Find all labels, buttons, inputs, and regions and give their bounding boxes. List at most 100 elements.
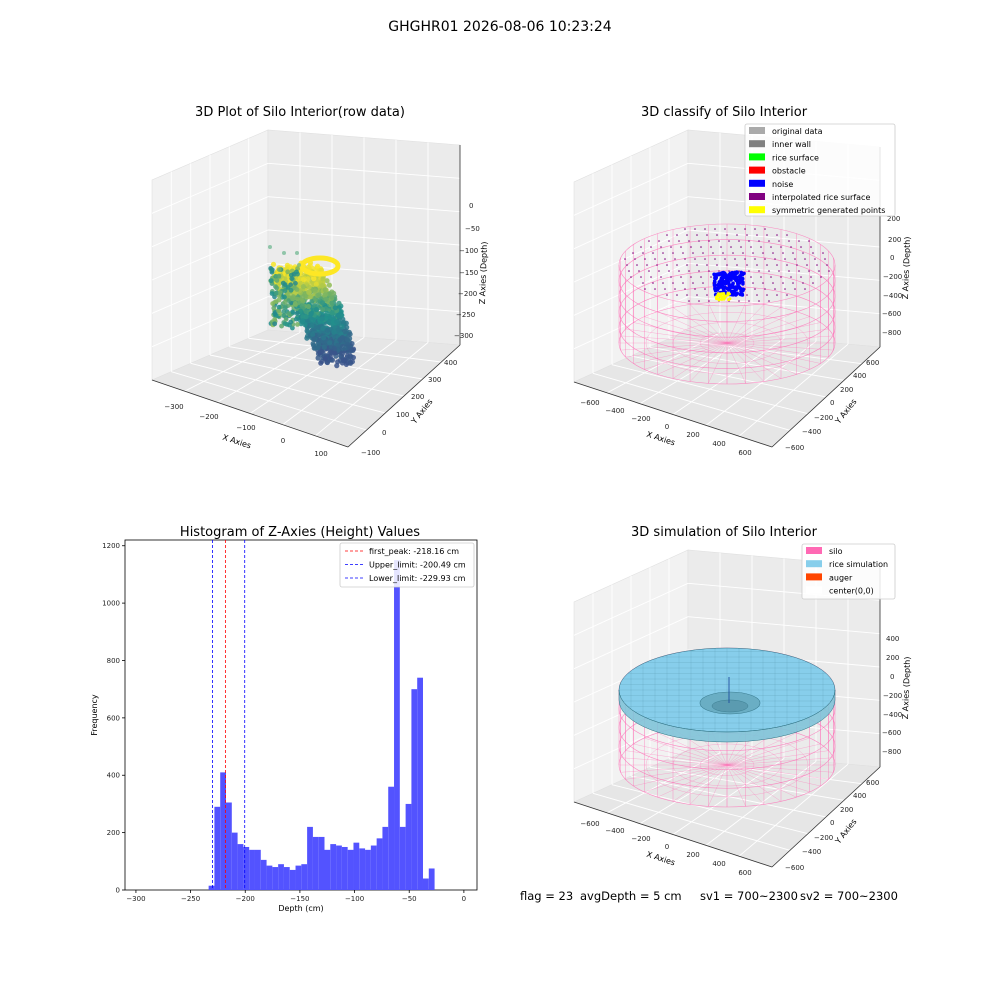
interpolated-surface-dot (756, 294, 758, 296)
histogram-x-tick-label: −300 (126, 895, 145, 903)
classify-y-tick: −600 (785, 444, 804, 452)
raw-z-tick: −250 (456, 311, 475, 319)
point-cloud-dot (313, 281, 319, 287)
interpolated-surface-dot (680, 276, 682, 278)
histogram-x-tick-label: −50 (402, 895, 417, 903)
simulation-z-tick: −400 (883, 711, 902, 719)
interpolated-surface-dot (802, 252, 804, 254)
interpolated-surface-dot (706, 264, 708, 266)
symmetric-point (722, 297, 726, 301)
classify-y-ticks: −600 −400 −200 0 200 400 600 (785, 359, 879, 452)
interpolated-surface-dot (692, 282, 694, 284)
point-cloud-dot (318, 360, 324, 366)
raw-y-tick: −100 (361, 449, 380, 457)
interpolated-surface-dot (808, 270, 810, 272)
interpolated-surface-dot (682, 252, 684, 254)
interpolated-surface-dot (686, 294, 688, 296)
raw-y-axis-line (347, 344, 461, 448)
simulation-x-tick: 600 (738, 869, 751, 877)
histogram-bar (336, 845, 342, 890)
point-cloud-dot (335, 342, 341, 348)
histogram-y-tick-label: 600 (107, 714, 120, 722)
point-cloud-dot (319, 316, 325, 322)
interpolated-surface-dot (630, 276, 632, 278)
noise-point (739, 292, 744, 296)
interpolated-surface-dot (772, 282, 774, 284)
histogram-bar (394, 560, 400, 890)
interpolated-surface-dot (664, 288, 666, 290)
legend-label: rice surface (772, 153, 819, 162)
noise-point (724, 275, 728, 280)
interpolated-surface-dot (816, 264, 818, 266)
interpolated-surface-dot (642, 252, 644, 254)
noise-point (713, 287, 717, 291)
classify-z-tick: −200 (883, 273, 902, 281)
simulation-z-tick: 200 (886, 654, 899, 662)
point-cloud-dot (294, 310, 300, 316)
point-cloud-dot (312, 288, 318, 294)
interpolated-surface-dot (696, 264, 698, 266)
interpolated-surface-dot (802, 282, 804, 284)
classify-z-tick: 200 (888, 236, 901, 244)
point-cloud-dot (306, 289, 312, 295)
simulation-x-axis-line (573, 801, 773, 868)
classify-y-tick: 200 (840, 386, 853, 394)
interpolated-surface-dot (776, 264, 778, 266)
histogram-bar (382, 826, 389, 890)
interpolated-surface-dot (776, 294, 778, 296)
point-cloud-dot (295, 296, 300, 302)
point-cloud-dot (277, 290, 283, 296)
point-cloud-dot (274, 285, 279, 291)
interpolated-surface-dot (784, 258, 786, 260)
histogram-vlines (212, 540, 246, 890)
interpolated-surface-dot (650, 276, 652, 278)
interpolated-surface-dot (662, 252, 664, 254)
point-cloud-dot (302, 322, 308, 328)
raw-x-tick: −300 (164, 403, 183, 411)
histogram-bar (388, 786, 395, 890)
point-cloud-dot (276, 308, 281, 314)
subplot-classify-title: 3D classify of Silo Interior (641, 105, 808, 120)
interpolated-surface-dot (724, 258, 726, 260)
interpolated-surface-dot (674, 258, 676, 260)
interpolated-surface-dot (694, 288, 696, 290)
interpolated-surface-dot (812, 252, 814, 254)
legend-swatch (749, 153, 765, 161)
legend-label: inner wall (772, 140, 811, 149)
interpolated-surface-dot (642, 282, 644, 284)
histogram-bar (295, 865, 302, 890)
point-cloud-dot (269, 291, 275, 296)
footer-sv1: sv1 = 700~2300 (700, 889, 798, 903)
symmetric-point (717, 298, 721, 301)
interpolated-surface-dot (648, 270, 650, 272)
interpolated-surface-dot (758, 300, 760, 302)
symmetric-point (717, 292, 721, 296)
interpolated-surface-dot (704, 228, 706, 230)
point-cloud-dot (271, 305, 277, 311)
point-cloud-dot (331, 329, 337, 335)
simulation-y-tick: 400 (853, 792, 866, 800)
legend-label: obstacle (772, 167, 806, 176)
interpolated-surface-dot (750, 246, 752, 248)
interpolated-surface-dot (784, 288, 786, 290)
interpolated-surface-dot (786, 234, 788, 236)
classify-grid-line (738, 343, 849, 437)
interpolated-surface-dot (810, 276, 812, 278)
point-cloud-dot (270, 301, 276, 306)
raw-x-axis-line (151, 379, 349, 448)
classify-z-axis-label: Z Axies (Depth) (901, 236, 912, 299)
histogram-y-tick-label: 1200 (102, 542, 120, 550)
simulation-z-tick: −600 (882, 729, 901, 737)
interpolated-surface-dot (788, 240, 790, 242)
classify-z-tick: −600 (882, 310, 901, 318)
interpolated-surface-dot (686, 264, 688, 266)
point-cloud-dot (322, 287, 328, 293)
interpolated-surface-dot (708, 240, 710, 242)
point-cloud-dot (323, 296, 329, 302)
simulation-y-axis-line (771, 766, 881, 868)
classify-x-tick: 200 (686, 431, 699, 439)
point-cloud-dot (282, 299, 288, 305)
histogram-y-tick-label: 0 (116, 887, 120, 895)
raw-z-tick: −50 (465, 225, 480, 233)
histogram-y-ticks: 0 200 400 600 800 1000 1200 (102, 542, 125, 895)
